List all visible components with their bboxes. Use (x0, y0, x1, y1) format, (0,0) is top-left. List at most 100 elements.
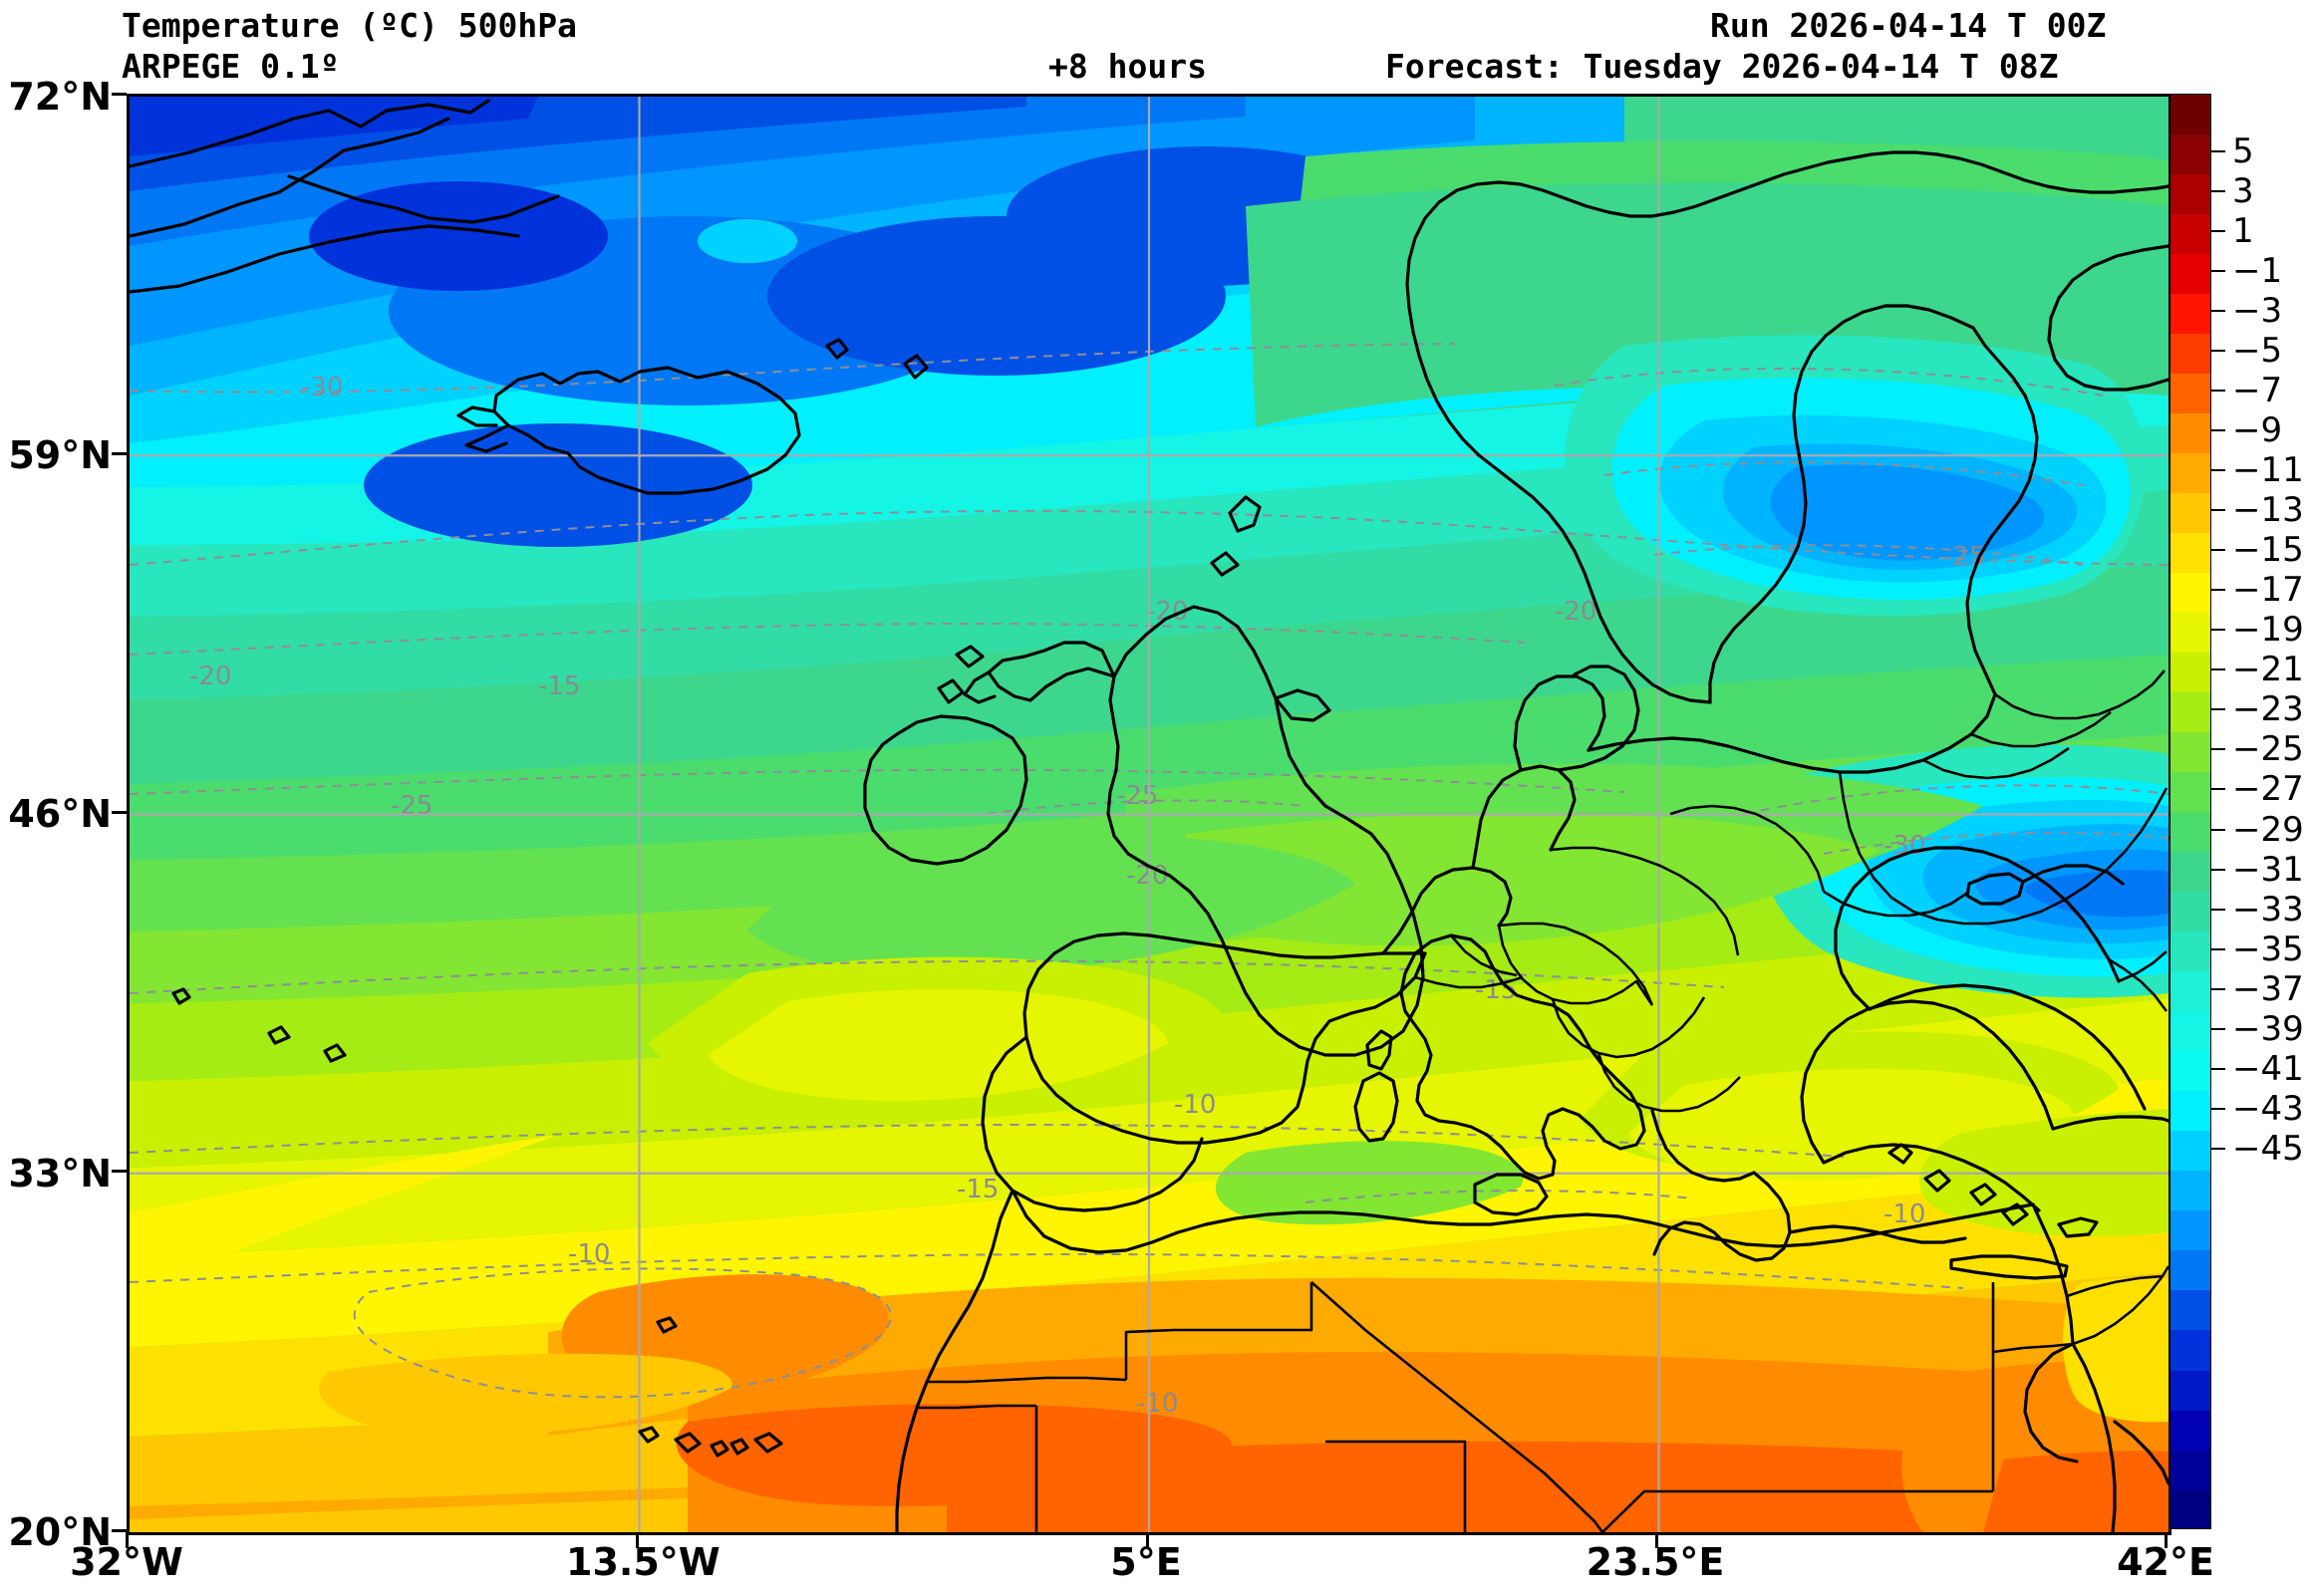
colorbar-segment (2170, 653, 2210, 693)
y-tick-label: 20°N (8, 1510, 112, 1554)
colorbar-segment (2170, 892, 2210, 932)
colorbar-tick-label: 1 (2232, 211, 2254, 252)
chart-header: Temperature (ºC) 500hPa ARPEGE 0.1º +8 h… (0, 0, 2313, 94)
colorbar-tick (2211, 828, 2225, 831)
colorbar[interactable] (2169, 94, 2211, 1529)
colorbar-segment (2170, 1171, 2210, 1211)
isoline-label: -15 (538, 671, 580, 701)
colorbar-tick (2211, 190, 2225, 193)
y-axis-tick (112, 1529, 127, 1532)
colorbar-segment (2170, 971, 2210, 1012)
x-tick-label: 13.5°W (566, 1540, 721, 1584)
colorbar-segment (2170, 533, 2210, 574)
colorbar-tick-label: −7 (2232, 371, 2283, 411)
colorbar-tick (2211, 1107, 2225, 1110)
colorbar-tick-label: −27 (2232, 769, 2304, 810)
colorbar-segment (2170, 931, 2210, 972)
colorbar-tick-label: 5 (2232, 132, 2254, 172)
colorbar-segment (2170, 134, 2210, 175)
y-tick-label: 72°N (8, 75, 112, 119)
x-axis-tick (1655, 1532, 1658, 1548)
x-axis-tick (2165, 1532, 2168, 1548)
model-label: ARPEGE 0.1º (122, 47, 340, 86)
y-axis-tick (112, 1170, 127, 1173)
colorbar-segment (2170, 413, 2210, 454)
colorbar-tick-label: −31 (2232, 849, 2304, 890)
map-gridlines (130, 97, 2168, 1532)
colorbar-tick-label: −35 (2232, 929, 2304, 969)
colorbar-tick-label: −19 (2232, 610, 2304, 651)
isoline-label: -25 (1116, 781, 1158, 811)
colorbar-tick (2211, 987, 2225, 990)
colorbar-tick (2211, 350, 2225, 353)
colorbar-tick (2211, 668, 2225, 671)
colorbar-tick-label: −33 (2232, 889, 2304, 930)
colorbar-segment (2170, 1051, 2210, 1092)
colorbar-segment (2170, 334, 2210, 375)
isoline-label: -30 (1883, 831, 1925, 861)
y-tick-label: 59°N (8, 433, 112, 477)
colorbar-segment (2170, 374, 2210, 414)
colorbar-tick (2211, 947, 2225, 950)
colorbar-tick-label: −39 (2232, 1008, 2304, 1049)
colorbar-tick (2211, 788, 2225, 791)
colorbar-tick-label: −5 (2232, 331, 2283, 372)
colorbar-tick (2211, 908, 2225, 911)
colorbar-tick-label: −43 (2232, 1088, 2304, 1129)
colorbar-tick-label: −11 (2232, 450, 2304, 491)
colorbar-segment (2170, 254, 2210, 295)
colorbar-segment (2170, 1131, 2210, 1172)
colorbar-tick (2211, 390, 2225, 393)
colorbar-segment (2170, 1250, 2210, 1291)
colorbar-segment (2170, 1210, 2210, 1251)
colorbar-tick (2211, 589, 2225, 592)
colorbar-tick (2211, 150, 2225, 153)
isotherm-contours: -25 -30 -25 -30 -25 -20 -20 -15 -20 -15 … (130, 343, 2168, 1419)
forecast-time-label: Forecast: Tuesday 2026-04-14 T 08Z (1385, 47, 2059, 86)
colorbar-tick-label: −17 (2232, 570, 2304, 611)
colorbar-segment (2170, 812, 2210, 853)
colorbar-segment (2170, 1489, 2210, 1528)
colorbar-tick (2211, 549, 2225, 552)
colorbar-segment (2170, 573, 2210, 614)
colorbar-tick (2211, 868, 2225, 871)
colorbar-segment (2170, 772, 2210, 813)
colorbar-segment (2170, 95, 2210, 135)
colorbar-segment (2170, 214, 2210, 255)
colorbar-tick-label: −41 (2232, 1048, 2304, 1089)
colorbar-tick (2211, 509, 2225, 512)
colorbar-segment (2170, 1011, 2210, 1052)
colorbar-tick-label: −15 (2232, 530, 2304, 571)
colorbar-tick (2211, 270, 2225, 273)
colorbar-tick-label: −1 (2232, 251, 2283, 292)
colorbar-tick-label: −45 (2232, 1128, 2304, 1169)
colorbar-tick (2211, 1147, 2225, 1150)
isoline-label: -15 (957, 1175, 999, 1204)
y-axis-tick (112, 811, 127, 814)
temperature-field: -25 -30 -25 -30 -25 -20 -20 -15 -20 -15 … (130, 97, 2168, 1532)
colorbar-tick (2211, 1067, 2225, 1070)
x-axis-tick (126, 1532, 129, 1548)
colorbar-tick-label: −25 (2232, 729, 2304, 770)
colorbar-segment (2170, 1450, 2210, 1490)
colorbar-segment (2170, 174, 2210, 215)
y-axis-tick (112, 93, 127, 96)
colorbar-tick-label: −23 (2232, 689, 2304, 730)
colorbar-segment (2170, 493, 2210, 534)
colorbar-tick (2211, 629, 2225, 632)
lead-time-label: +8 hours (1048, 47, 1207, 86)
colorbar-tick-label: −9 (2232, 410, 2283, 451)
colorbar-segment (2170, 1410, 2210, 1451)
colorbar-tick (2211, 230, 2225, 233)
colorbar-segment (2170, 1091, 2210, 1132)
isoline-label: -30 (301, 373, 343, 402)
colorbar-tick (2211, 1027, 2225, 1030)
colorbar-tick (2211, 310, 2225, 313)
isoline-label: -25 (391, 791, 433, 821)
colorbar-segment (2170, 732, 2210, 773)
colorbar-tick (2211, 748, 2225, 751)
colorbar-segment (2170, 1290, 2210, 1331)
map-plot-area[interactable]: -25 -30 -25 -30 -25 -20 -20 -15 -20 -15 … (127, 94, 2171, 1535)
colorbar-segment (2170, 613, 2210, 654)
colorbar-tick-label: −29 (2232, 809, 2304, 850)
